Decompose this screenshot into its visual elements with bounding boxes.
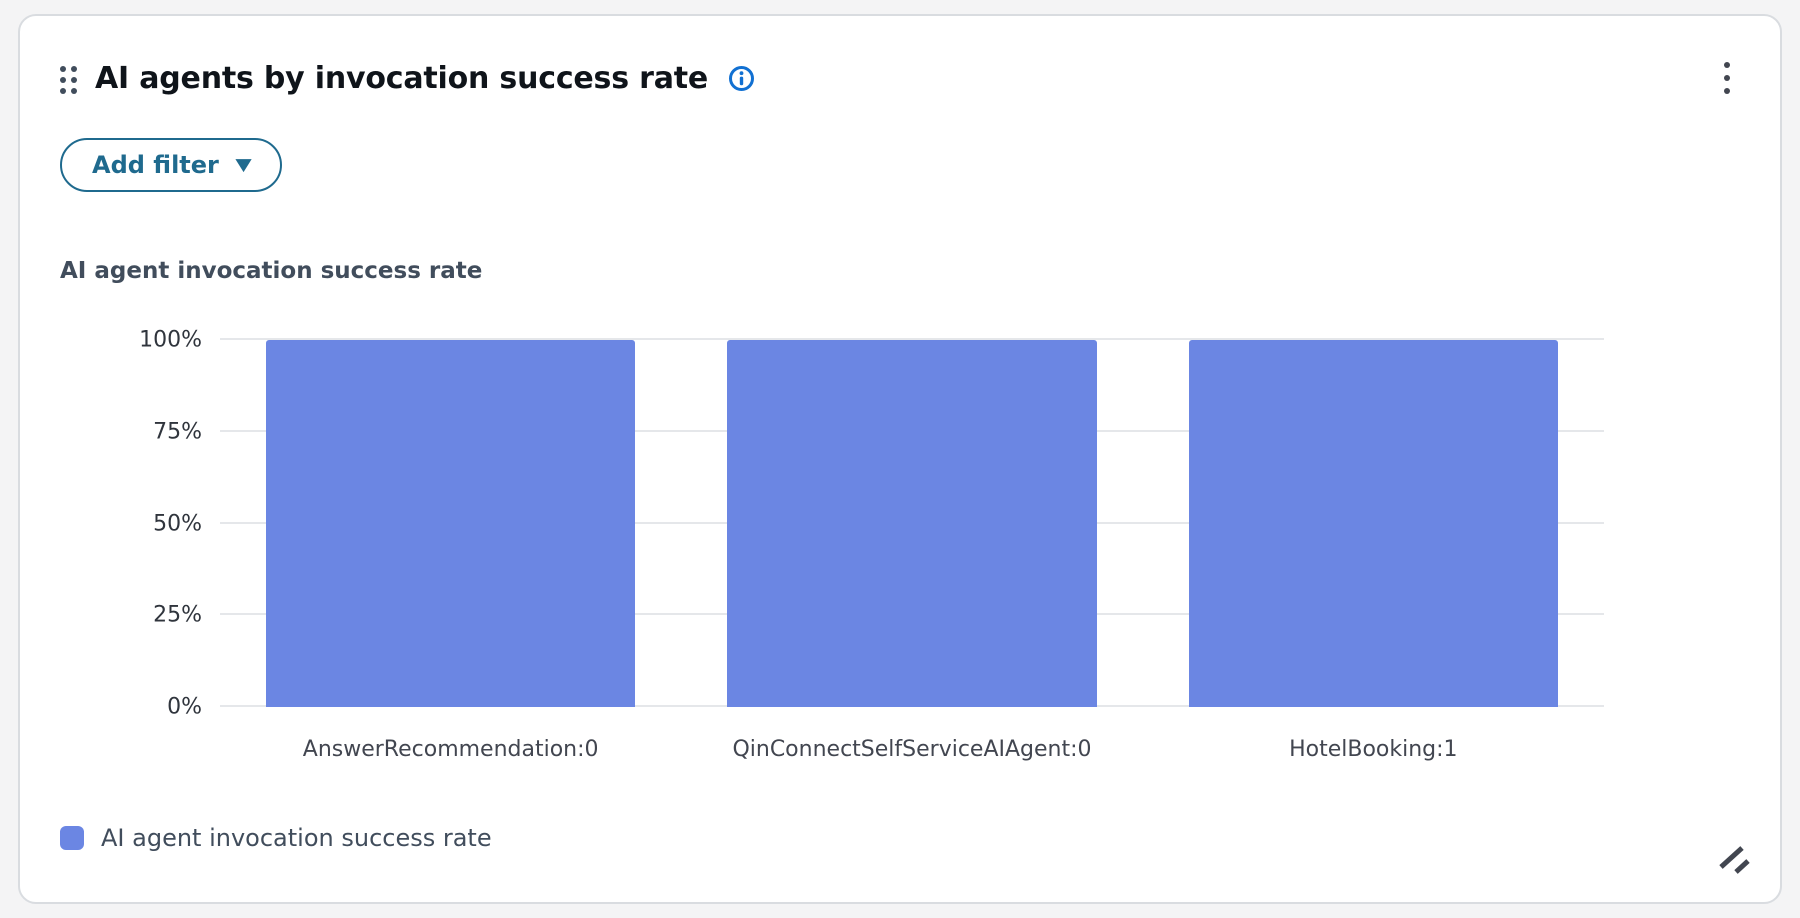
y-axis-tick: 25% (153, 602, 202, 628)
drag-handle-icon[interactable] (60, 66, 77, 94)
bar-slot (681, 340, 1142, 707)
caret-down-icon: ▼ (235, 154, 252, 175)
kebab-menu-icon[interactable] (1714, 54, 1740, 102)
bar-chart: 100% 75% 50% 25% 0% (139, 328, 1604, 720)
bar-answer-recommendation[interactable] (266, 340, 636, 707)
bar-slot (1143, 340, 1604, 707)
x-axis-label: QinConnectSelfServiceAIAgent:0 (732, 737, 1092, 762)
widget-card: AI agents by invocation success rate Add… (18, 14, 1782, 904)
resize-handle-icon[interactable] (1714, 840, 1754, 880)
widget-header: AI agents by invocation success rate (60, 54, 1740, 102)
x-axis-label: HotelBooking:1 (1289, 737, 1458, 762)
x-axis-label: AnswerRecommendation:0 (302, 737, 599, 762)
bar-slot (220, 340, 681, 707)
bars-container (220, 340, 1604, 707)
x-axis-labels: AnswerRecommendation:0 QinConnectSelfSer… (220, 737, 1604, 762)
add-filter-button[interactable]: Add filter ▼ (60, 138, 282, 192)
info-icon[interactable] (728, 65, 755, 92)
legend-label: AI agent invocation success rate (101, 824, 492, 852)
chart-title: AI agent invocation success rate (60, 258, 483, 284)
y-axis-tick: 50% (153, 511, 202, 536)
y-axis-tick: 75% (153, 419, 202, 445)
legend-item[interactable]: AI agent invocation success rate (60, 824, 492, 852)
legend-swatch-icon (60, 826, 84, 850)
bar-qinconnect-selfservice-aiagent[interactable] (727, 340, 1097, 707)
widget-title: AI agents by invocation success rate (95, 60, 709, 96)
bar-hotel-booking[interactable] (1188, 340, 1558, 707)
add-filter-label: Add filter (92, 151, 219, 179)
y-axis-tick: 0% (167, 694, 202, 720)
y-axis-tick: 100% (139, 327, 202, 353)
filter-row: Add filter ▼ (60, 138, 1740, 192)
gridline-100 (220, 338, 1604, 340)
